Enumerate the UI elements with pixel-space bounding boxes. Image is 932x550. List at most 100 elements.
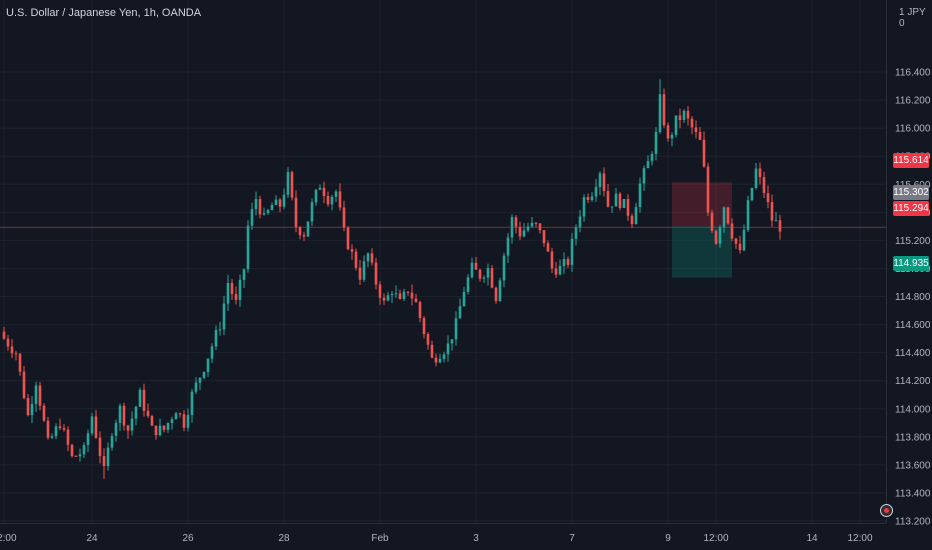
candle-body xyxy=(230,283,234,295)
candle-body xyxy=(386,295,390,301)
price-tick-label: 114.000 xyxy=(895,404,931,415)
candle-body xyxy=(138,389,142,407)
candle-body xyxy=(438,358,442,363)
candle-body xyxy=(14,353,18,355)
candle-body xyxy=(682,110,686,120)
candle-body xyxy=(314,189,318,203)
candles xyxy=(2,79,782,479)
candle-body xyxy=(82,445,86,455)
candle-body xyxy=(238,279,242,300)
candle-body xyxy=(778,220,782,232)
candle-body xyxy=(462,291,466,307)
price-tick-label: 113.400 xyxy=(895,488,931,499)
candle-body xyxy=(746,200,750,230)
candle-body xyxy=(174,413,178,420)
candle-body xyxy=(478,269,482,279)
candle-body xyxy=(482,277,486,279)
candle-body xyxy=(142,389,146,411)
candle-body xyxy=(118,405,122,423)
stop-price-tag: 114.935 xyxy=(893,256,929,271)
candle-body xyxy=(574,227,578,239)
price-axis[interactable]: 113.200 113.400 113.600 113.800 114.000 114.2… xyxy=(895,68,931,528)
position-zones[interactable] xyxy=(672,182,732,278)
candle-body xyxy=(162,425,166,430)
candle-body xyxy=(742,229,746,251)
candle-body xyxy=(98,437,102,457)
candle-body xyxy=(130,418,134,431)
price-tick-label: 113.600 xyxy=(895,460,931,471)
candle-body xyxy=(606,191,610,207)
candle-body xyxy=(346,227,350,250)
candle-body xyxy=(126,425,130,431)
candle-body xyxy=(402,291,406,299)
candle-body xyxy=(274,199,278,205)
candle-body xyxy=(726,207,730,224)
candle-body xyxy=(74,455,78,457)
candle-body xyxy=(754,168,758,189)
candle-body xyxy=(454,318,458,340)
candle-body xyxy=(426,334,430,345)
candle-body xyxy=(758,168,762,178)
candle-body xyxy=(566,259,570,265)
candle-body xyxy=(558,265,562,275)
candle-body xyxy=(150,416,154,426)
candle-body xyxy=(66,429,70,445)
price-tick-label: 114.400 xyxy=(895,348,931,359)
candle-body xyxy=(410,292,414,299)
time-tick-label: 3 xyxy=(473,533,479,544)
candle-body xyxy=(474,262,478,270)
candle-body xyxy=(618,193,622,208)
candle-body xyxy=(442,354,446,359)
candle-body xyxy=(658,94,662,132)
candle-body xyxy=(206,358,210,372)
candle-body xyxy=(42,405,46,421)
candle-body xyxy=(542,230,546,244)
candle-body xyxy=(610,206,614,208)
candle-body xyxy=(646,161,650,169)
stop-zone[interactable] xyxy=(672,226,732,278)
candle-body xyxy=(258,199,262,215)
time-tick-label: Feb xyxy=(371,533,389,544)
price-tick-label: 116.000 xyxy=(895,124,931,135)
candle-body xyxy=(38,385,42,406)
candle-body xyxy=(418,302,422,319)
candle-body xyxy=(134,406,138,419)
profit-zone[interactable] xyxy=(672,182,732,227)
candle-body xyxy=(178,413,182,415)
candle-body xyxy=(46,420,50,438)
candle-body xyxy=(526,226,530,231)
candle-body xyxy=(570,238,574,265)
candle-body xyxy=(686,110,690,119)
candle-body xyxy=(678,115,682,120)
candle-body xyxy=(590,196,594,200)
candle-body xyxy=(458,306,462,319)
tradingview-logo-icon[interactable] xyxy=(880,504,893,517)
candle-body xyxy=(662,94,666,126)
time-axis-border xyxy=(0,523,886,524)
candle-body xyxy=(642,168,646,184)
candle-body xyxy=(466,277,470,292)
candle-body xyxy=(378,284,382,298)
axis-unit: 1 JPY 0 xyxy=(899,7,926,29)
candle-body xyxy=(226,283,230,304)
candle-body xyxy=(290,172,294,198)
candle-body xyxy=(406,291,410,293)
candle-body xyxy=(698,132,702,140)
candle-body xyxy=(634,206,638,225)
candle-body xyxy=(302,235,306,237)
candle-body xyxy=(322,187,326,197)
candle-body xyxy=(770,202,774,221)
candle-body xyxy=(490,268,494,288)
candle-body xyxy=(514,217,518,227)
candle-body xyxy=(494,287,498,302)
candle-body xyxy=(382,297,386,301)
price-tick-label: 115.200 xyxy=(895,236,931,247)
time-axis[interactable]: 12:00 24 26 28 Feb 3 7 9 12:00 14 12:00 xyxy=(0,533,873,544)
candle-body xyxy=(310,202,314,222)
candle-body xyxy=(146,410,150,417)
candle-body xyxy=(250,209,254,226)
candle-body xyxy=(626,199,630,216)
candle-body xyxy=(90,416,94,434)
